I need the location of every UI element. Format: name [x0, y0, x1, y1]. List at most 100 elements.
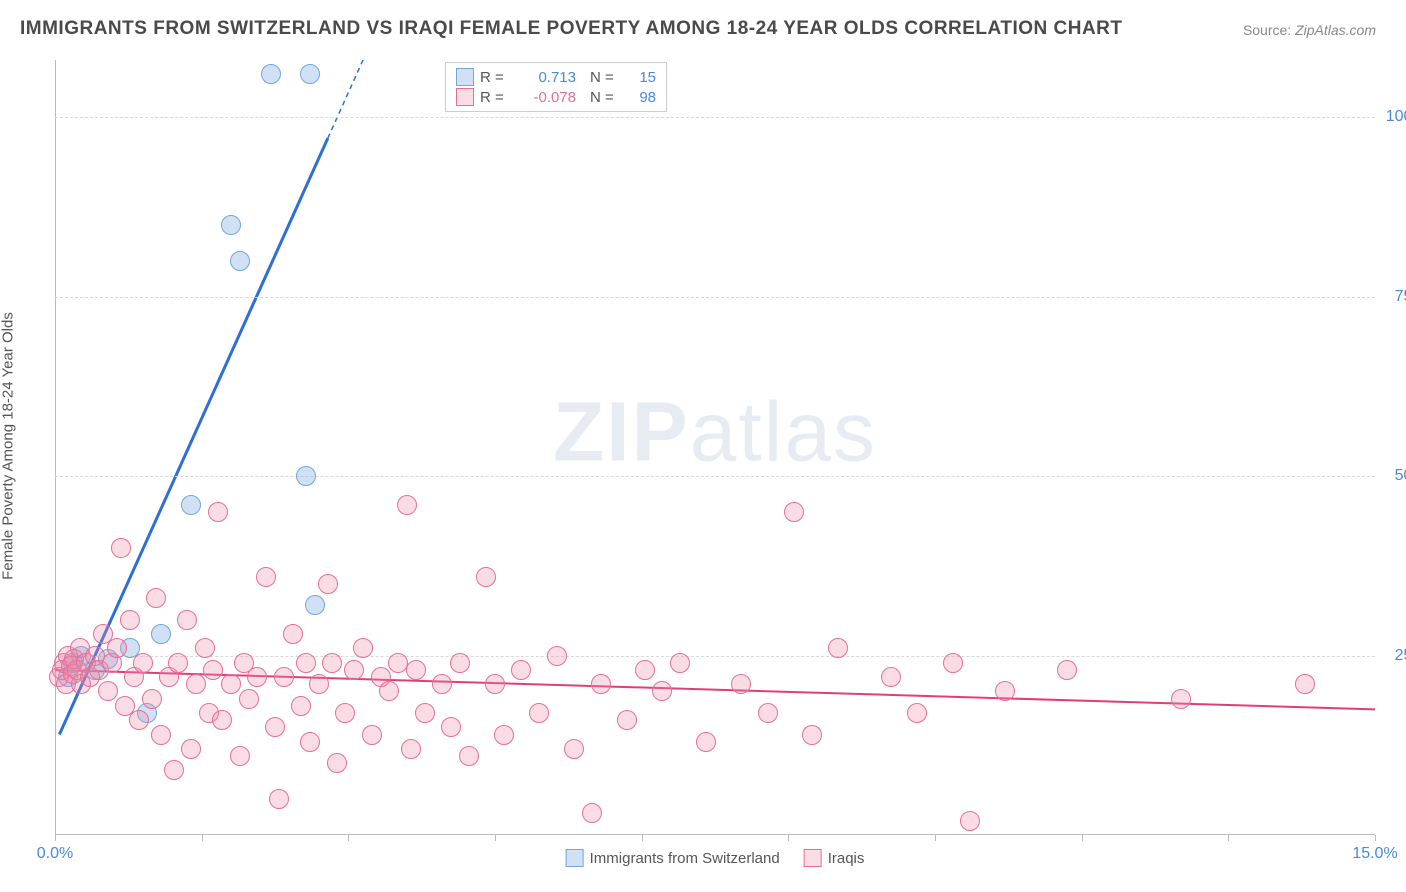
- data-point: [1057, 660, 1077, 680]
- legend-stats-row-1: R = -0.078 N = 98: [456, 87, 656, 107]
- plot-surface: ZIPatlas R = 0.713 N = 15 R = -0.078 N =…: [55, 60, 1375, 835]
- data-point: [142, 689, 162, 709]
- data-point: [401, 739, 421, 759]
- gridline-h: [55, 476, 1375, 477]
- x-axis-line: [55, 834, 1375, 835]
- gridline-h: [55, 656, 1375, 657]
- data-point: [353, 638, 373, 658]
- data-point: [203, 660, 223, 680]
- data-point: [247, 667, 267, 687]
- data-point: [696, 732, 716, 752]
- y-axis-label: Female Poverty Among 18-24 Year Olds: [0, 312, 17, 580]
- data-point: [146, 588, 166, 608]
- data-point: [881, 667, 901, 687]
- data-point: [283, 624, 303, 644]
- data-point: [617, 710, 637, 730]
- data-point: [415, 703, 435, 723]
- data-point: [635, 660, 655, 680]
- y-axis-line: [55, 60, 56, 835]
- data-point: [274, 667, 294, 687]
- data-point: [485, 674, 505, 694]
- data-point: [133, 653, 153, 673]
- x-tick-label-max: 15.0%: [1352, 845, 1397, 863]
- data-point: [111, 538, 131, 558]
- x-tick-mark: [348, 835, 349, 841]
- legend-n-value-0: 15: [626, 69, 656, 86]
- data-point: [208, 502, 228, 522]
- source-attribution: Source: ZipAtlas.com: [1243, 22, 1376, 38]
- watermark-atlas: atlas: [690, 385, 877, 479]
- x-tick-mark: [642, 835, 643, 841]
- legend-series-box: Immigrants from Switzerland Iraqis: [566, 849, 865, 867]
- data-point: [828, 638, 848, 658]
- data-point: [98, 681, 118, 701]
- data-point: [221, 215, 241, 235]
- data-point: [230, 746, 250, 766]
- data-point: [406, 660, 426, 680]
- data-point: [397, 495, 417, 515]
- data-point: [151, 624, 171, 644]
- data-point: [177, 610, 197, 630]
- legend-r-value-1: -0.078: [516, 89, 576, 106]
- chart-title: IMMIGRANTS FROM SWITZERLAND VS IRAQI FEM…: [20, 18, 1123, 40]
- data-point: [476, 567, 496, 587]
- data-point: [731, 674, 751, 694]
- data-point: [432, 674, 452, 694]
- x-tick-mark: [935, 835, 936, 841]
- data-point: [305, 595, 325, 615]
- data-point: [802, 725, 822, 745]
- legend-stats-box: R = 0.713 N = 15 R = -0.078 N = 98: [445, 62, 667, 112]
- data-point: [327, 753, 347, 773]
- legend-series-swatch-1: [804, 849, 822, 867]
- data-point: [1171, 689, 1191, 709]
- source-value: ZipAtlas.com: [1295, 22, 1376, 38]
- legend-series-label-1: Iraqis: [828, 850, 865, 867]
- data-point: [230, 251, 250, 271]
- y-tick-label: 100.0%: [1386, 108, 1406, 126]
- data-point: [129, 710, 149, 730]
- data-point: [379, 681, 399, 701]
- data-point: [300, 732, 320, 752]
- data-point: [151, 725, 171, 745]
- x-tick-mark: [495, 835, 496, 841]
- data-point: [265, 717, 285, 737]
- y-tick-label: 50.0%: [1395, 467, 1406, 485]
- gridline-h: [55, 297, 1375, 298]
- legend-series-item-0: Immigrants from Switzerland: [566, 849, 780, 867]
- source-label: Source:: [1243, 22, 1291, 38]
- data-point: [995, 681, 1015, 701]
- x-tick-mark: [1375, 835, 1376, 841]
- data-point: [1295, 674, 1315, 694]
- legend-stats-row-0: R = 0.713 N = 15: [456, 67, 656, 87]
- data-point: [181, 495, 201, 515]
- y-tick-label: 25.0%: [1395, 647, 1406, 665]
- data-point: [239, 689, 259, 709]
- legend-n-label-0: N =: [590, 69, 620, 86]
- data-point: [450, 653, 470, 673]
- data-point: [168, 653, 188, 673]
- watermark-zip: ZIP: [553, 385, 690, 479]
- legend-n-value-1: 98: [626, 89, 656, 106]
- data-point: [582, 803, 602, 823]
- x-tick-mark: [1228, 835, 1229, 841]
- data-point: [459, 746, 479, 766]
- data-point: [261, 64, 281, 84]
- x-tick-mark: [55, 835, 56, 841]
- data-point: [195, 638, 215, 658]
- chart-plot-area: ZIPatlas R = 0.713 N = 15 R = -0.078 N =…: [55, 60, 1375, 835]
- data-point: [212, 710, 232, 730]
- data-point: [511, 660, 531, 680]
- legend-r-label-1: R =: [480, 89, 510, 106]
- data-point: [547, 646, 567, 666]
- data-point: [296, 653, 316, 673]
- data-point: [344, 660, 364, 680]
- legend-series-item-1: Iraqis: [804, 849, 865, 867]
- data-point: [652, 681, 672, 701]
- x-tick-mark: [1082, 835, 1083, 841]
- data-point: [322, 653, 342, 673]
- data-point: [120, 610, 140, 630]
- data-point: [309, 674, 329, 694]
- data-point: [960, 811, 980, 831]
- data-point: [441, 717, 461, 737]
- data-point: [529, 703, 549, 723]
